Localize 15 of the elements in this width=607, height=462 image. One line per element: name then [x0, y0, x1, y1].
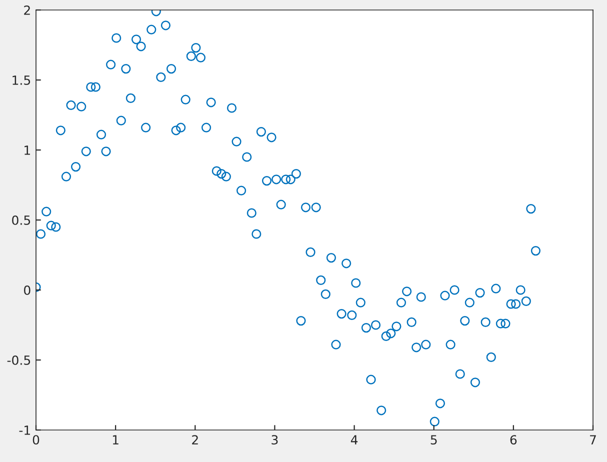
- x-tick-label: 0: [32, 435, 40, 445]
- y-tick-label: 2: [24, 5, 30, 15]
- y-tick-label: -1: [19, 426, 30, 435]
- y-tick-label: 1: [24, 146, 30, 155]
- x-tick-label: 3: [272, 435, 278, 445]
- y-tick-label: -0.5: [7, 355, 30, 365]
- y-tick-label: 1.5: [12, 76, 30, 85]
- x-tick-label: 1: [112, 435, 118, 444]
- x-tick-label: 2: [192, 435, 198, 444]
- x-tick-label: 6: [510, 435, 517, 445]
- x-tick-label: 5: [430, 435, 437, 445]
- y-tick-label: 0.5: [12, 215, 30, 225]
- x-tick-label: 4: [350, 435, 358, 444]
- y-tick-label: 0: [24, 285, 30, 295]
- x-tick-label: 7: [590, 435, 596, 444]
